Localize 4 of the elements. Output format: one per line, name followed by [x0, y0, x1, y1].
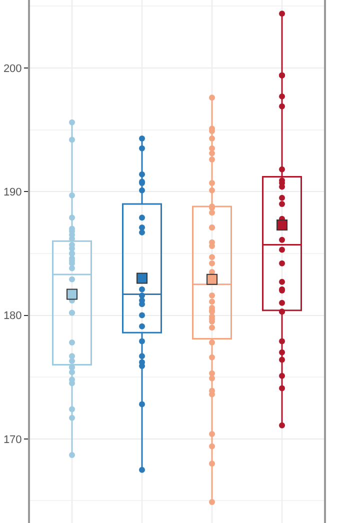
y-tick-label: 180 [3, 310, 22, 322]
y-tick-label: 170 [3, 434, 22, 446]
y-tick-label: 190 [3, 186, 22, 198]
y-tick-label: 200 [3, 62, 22, 75]
